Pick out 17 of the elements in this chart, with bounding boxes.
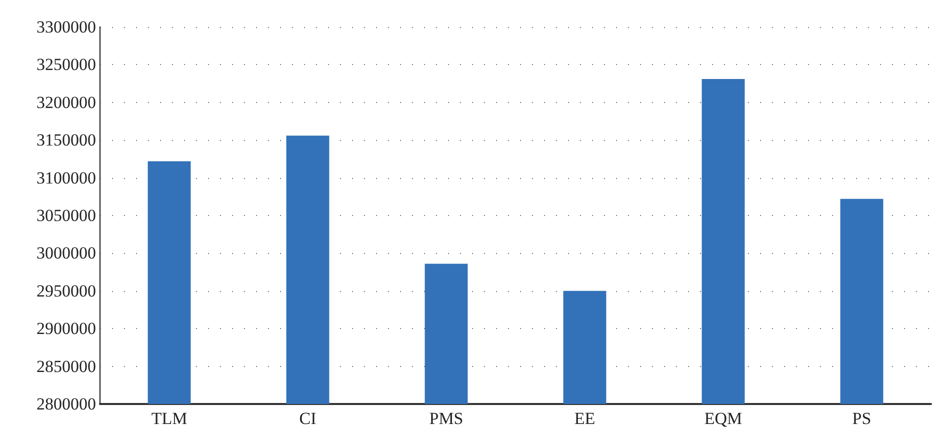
x-tick-label: PMS (429, 409, 464, 428)
x-tick-label: PS (852, 409, 872, 428)
y-tick-label: 3300000 (36, 18, 96, 36)
y-tick-label: 3200000 (36, 92, 96, 112)
x-tick-label: EQM (704, 409, 742, 428)
y-tick-label: 3000000 (36, 244, 96, 263)
x-tick-label: TLM (151, 409, 188, 428)
y-tick-label: 3150000 (36, 130, 96, 150)
y-tick-label: 3100000 (36, 168, 96, 188)
y-tick-label: 3250000 (36, 55, 96, 74)
y-tick-label: 2950000 (36, 281, 96, 300)
y-tick-label: 2850000 (36, 356, 96, 376)
x-tick-label: EE (574, 409, 596, 428)
y-tick-label: 2900000 (36, 319, 96, 338)
y-tick-label: 2800000 (36, 394, 96, 414)
y-tick-label: 3050000 (36, 206, 96, 225)
x-tick-label: CI (299, 409, 317, 428)
